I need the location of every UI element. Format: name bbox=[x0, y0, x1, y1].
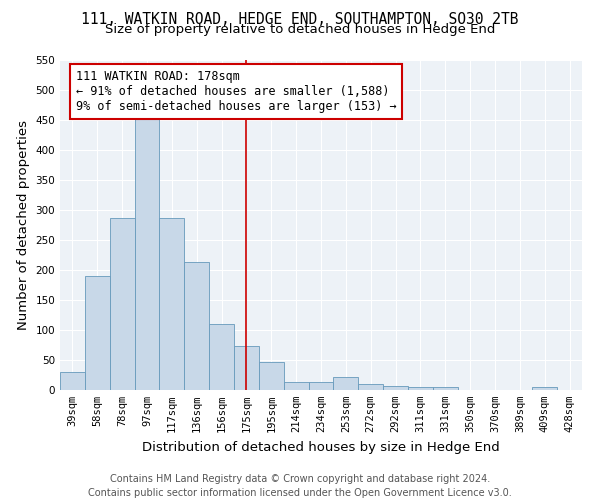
Text: Size of property relative to detached houses in Hedge End: Size of property relative to detached ho… bbox=[105, 22, 495, 36]
Bar bbox=[60, 372, 85, 390]
Y-axis label: Number of detached properties: Number of detached properties bbox=[17, 120, 30, 330]
Text: 111 WATKIN ROAD: 178sqm
← 91% of detached houses are smaller (1,588)
9% of semi-: 111 WATKIN ROAD: 178sqm ← 91% of detache… bbox=[76, 70, 396, 113]
Bar bbox=[334, 378, 358, 390]
Bar bbox=[209, 324, 234, 390]
Bar bbox=[532, 387, 557, 390]
Bar bbox=[85, 276, 110, 390]
Bar bbox=[383, 386, 408, 390]
Bar bbox=[184, 262, 209, 390]
Text: 111, WATKIN ROAD, HEDGE END, SOUTHAMPTON, SO30 2TB: 111, WATKIN ROAD, HEDGE END, SOUTHAMPTON… bbox=[81, 12, 519, 28]
Bar bbox=[259, 362, 284, 390]
Bar bbox=[134, 114, 160, 390]
Bar bbox=[160, 218, 184, 390]
Bar bbox=[358, 384, 383, 390]
Bar bbox=[408, 387, 433, 390]
Text: Contains HM Land Registry data © Crown copyright and database right 2024.
Contai: Contains HM Land Registry data © Crown c… bbox=[88, 474, 512, 498]
X-axis label: Distribution of detached houses by size in Hedge End: Distribution of detached houses by size … bbox=[142, 440, 500, 454]
Bar bbox=[110, 218, 134, 390]
Bar bbox=[433, 387, 458, 390]
Bar bbox=[234, 346, 259, 390]
Bar bbox=[284, 382, 308, 390]
Bar bbox=[308, 382, 334, 390]
